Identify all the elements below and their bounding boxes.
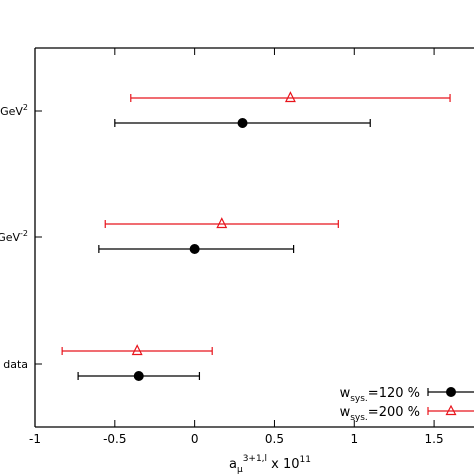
x-tick-label: 1.5: [425, 432, 444, 446]
data-point: [216, 217, 228, 229]
x-axis-title-sub: μ: [237, 465, 243, 474]
x-axis-title-tail: x 10: [267, 457, 300, 472]
legend-label-base: w: [340, 405, 351, 420]
category-label-sup: -2: [20, 229, 28, 238]
x-tick-label: 0.5: [265, 432, 284, 446]
legend-marker: [445, 404, 457, 416]
data-point: [189, 244, 200, 254]
category-label: data: [3, 358, 28, 371]
x-axis-title-tail-sup: 11: [300, 455, 311, 465]
category-label-text: data: [3, 358, 28, 371]
data-point: [133, 371, 144, 381]
series-group: [61, 91, 451, 356]
category-label-text: GeV: [0, 231, 20, 244]
x-axis-title: aμ3+1,l x 1011: [229, 454, 311, 474]
x-tick-label: -1: [29, 432, 41, 446]
legend-marker: [446, 387, 456, 397]
data-point: [131, 344, 143, 356]
x-axis-title-sup: 3+1,l: [243, 454, 267, 464]
legend-label-tail: =200 %: [368, 405, 420, 420]
legend-label-sub: sys.: [350, 394, 368, 404]
category-label: GeV2: [0, 103, 28, 118]
category-label-sup: 2: [23, 103, 28, 112]
x-tick-label: 0: [191, 432, 199, 446]
category-label: GeV-2: [0, 229, 28, 244]
x-tick-label: 1: [350, 432, 358, 446]
legend-label: wsys.=120 %: [340, 386, 420, 404]
legend-label-sub: sys.: [350, 413, 368, 423]
legend-label-base: w: [340, 386, 351, 401]
series-group: [77, 118, 371, 381]
legend-label-tail: =120 %: [368, 386, 420, 401]
data-point: [237, 118, 248, 128]
legend-label: wsys.=200 %: [340, 405, 420, 423]
data-point: [284, 91, 296, 103]
x-tick-label: -0.5: [103, 432, 126, 446]
x-axis-title-base: a: [229, 457, 237, 472]
category-label-text: GeV: [0, 105, 23, 118]
